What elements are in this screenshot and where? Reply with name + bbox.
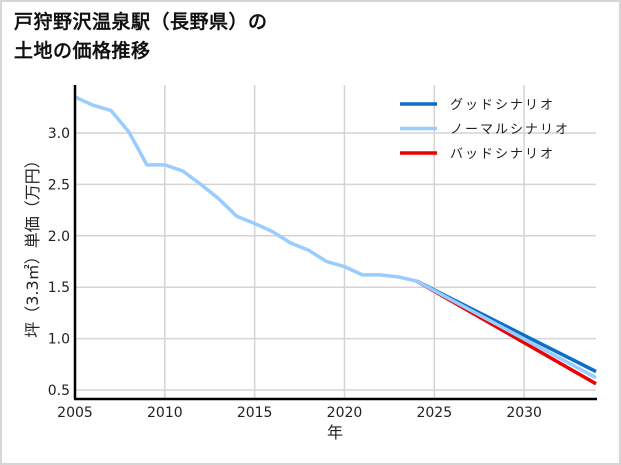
series-line <box>74 95 597 380</box>
axes <box>73 85 597 401</box>
x-tick-label: 2020 <box>327 405 363 421</box>
x-tick-label: 2005 <box>57 405 93 421</box>
data-series <box>74 95 597 386</box>
x-tick-label: 2015 <box>237 405 273 421</box>
y-tick-label: 2.5 <box>48 177 70 193</box>
chart-title-line2: 土地の価格推移 <box>14 40 151 62</box>
legend-label: バッドシナリオ <box>450 147 555 162</box>
y-tick-label: 1.5 <box>48 280 70 296</box>
x-tick-label: 2010 <box>147 405 183 421</box>
chart-title: 戸狩野沢温泉駅（長野県）の 土地の価格推移 <box>14 8 268 66</box>
y-tick-labels: 0.5 1.0 1.5 2.0 2.5 3.0 <box>48 126 70 399</box>
legend-label: グッドシナリオ <box>450 98 555 113</box>
y-tick-label: 2.0 <box>48 229 70 245</box>
y-tick-label: 1.0 <box>48 332 70 348</box>
x-tick-labels: 2005 2010 2015 2020 2025 2030 <box>57 405 542 421</box>
y-tick-label: 3.0 <box>48 126 70 142</box>
y-tick-label: 0.5 <box>48 383 70 399</box>
y-axis-label: 坪（3.3㎡）単価（万円） <box>23 152 42 337</box>
x-tick-label: 2025 <box>416 405 452 421</box>
x-axis-label: 年 <box>327 423 343 442</box>
chart-title-line1: 戸狩野沢温泉駅（長野県）の <box>14 11 268 33</box>
x-tick-label: 2030 <box>506 405 542 421</box>
legend-label: ノーマルシナリオ <box>450 123 570 138</box>
